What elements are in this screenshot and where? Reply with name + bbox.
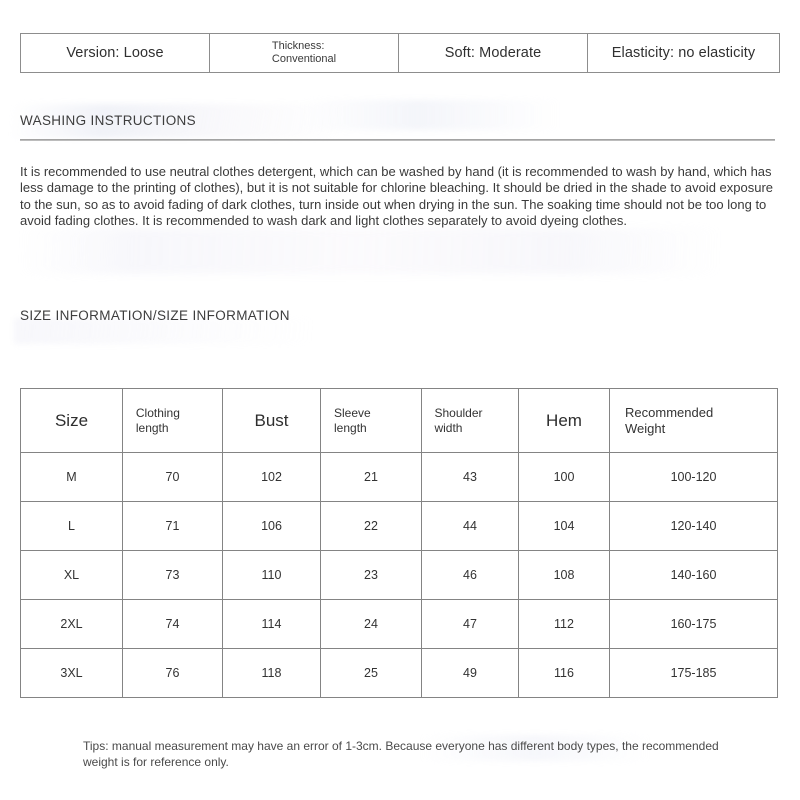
column-header-recommended-weight: Recommended Weight — [609, 388, 778, 453]
column-header-bust-label: Bust — [254, 410, 289, 430]
cell-shoulder-width: 44 — [421, 501, 519, 551]
cell-clothing-length: 70 — [122, 452, 223, 502]
cell-sleeve-length: 25 — [320, 648, 422, 698]
column-header-bust: Bust — [222, 388, 321, 453]
attribute-version-value: Version: Loose — [27, 44, 203, 62]
cell-recommended-weight: 100-120 — [609, 452, 778, 502]
cell-sleeve-length: 22 — [320, 501, 422, 551]
cell-sleeve-length: 21 — [320, 452, 422, 502]
attribute-cell-elasticity: Elasticity: no elasticity — [587, 33, 780, 73]
column-header-size: Size — [20, 388, 123, 453]
column-header-hem: Hem — [518, 388, 610, 453]
size-information-heading: SIZE INFORMATION/SIZE INFORMATION — [20, 308, 290, 323]
column-header-sleeve-length-label: Sleeve length — [334, 406, 371, 435]
cell-size: M — [20, 452, 123, 502]
cell-bust: 114 — [222, 599, 321, 649]
column-header-sleeve-length: Sleeve length — [320, 388, 422, 453]
attributes-row: Version: Loose Thickness: Conventional S… — [20, 33, 780, 73]
cell-hem: 108 — [518, 550, 610, 600]
column-header-clothing-length-label: Clothing length — [135, 406, 180, 435]
attribute-cell-soft: Soft: Moderate — [398, 33, 588, 73]
cell-sleeve-length: 23 — [320, 550, 422, 600]
cell-size: L — [20, 501, 123, 551]
cell-hem: 112 — [518, 599, 610, 649]
size-information-table: Size Clothing length Bust Sleeve length … — [20, 388, 778, 698]
cell-shoulder-width: 46 — [421, 550, 519, 600]
scan-artifact — [300, 100, 560, 130]
cell-shoulder-width: 47 — [421, 599, 519, 649]
cell-hem: 100 — [518, 452, 610, 502]
cell-size: 2XL — [20, 599, 123, 649]
size-table-header-row: Size Clothing length Bust Sleeve length … — [20, 388, 778, 453]
cell-size: XL — [20, 550, 123, 600]
cell-shoulder-width: 43 — [421, 452, 519, 502]
cell-recommended-weight: 140-160 — [609, 550, 778, 600]
cell-clothing-length: 76 — [122, 648, 223, 698]
size-table-body: M 70 102 21 43 100 100-120 L 71 106 22 4… — [20, 452, 778, 698]
washing-instructions-body: It is recommended to use neutral clothes… — [20, 164, 774, 229]
cell-shoulder-width: 49 — [421, 648, 519, 698]
attribute-cell-thickness: Thickness: Conventional — [209, 33, 399, 73]
cell-hem: 104 — [518, 501, 610, 551]
cell-hem: 116 — [518, 648, 610, 698]
cell-bust: 106 — [222, 501, 321, 551]
cell-bust: 102 — [222, 452, 321, 502]
column-header-hem-label: Hem — [546, 410, 582, 430]
column-header-shoulder-width: Shoulder width — [421, 388, 519, 453]
attribute-version-text: Version: Loose — [66, 45, 164, 61]
washing-instructions-heading: WASHING INSTRUCTIONS — [20, 113, 197, 128]
column-header-recommended-weight-label: Recommended Weight — [625, 404, 714, 436]
cell-recommended-weight: 160-175 — [609, 599, 778, 649]
attribute-elasticity-value: Elasticity: no elasticity — [594, 44, 773, 62]
column-header-size-label: Size — [54, 410, 89, 430]
cell-clothing-length: 74 — [122, 599, 223, 649]
attributes-table: Version: Loose Thickness: Conventional S… — [20, 33, 780, 73]
attribute-elasticity-text: Elasticity: no elasticity — [611, 45, 756, 61]
attribute-cell-version: Version: Loose — [20, 33, 210, 73]
table-row: XL 73 110 23 46 108 140-160 — [20, 550, 778, 600]
table-row: L 71 106 22 44 104 120-140 — [20, 501, 778, 551]
attribute-soft-text: Soft: Moderate — [444, 45, 542, 61]
table-row: 2XL 74 114 24 47 112 160-175 — [20, 599, 778, 649]
cell-clothing-length: 71 — [122, 501, 223, 551]
table-row: 3XL 76 118 25 49 116 175-185 — [20, 648, 778, 698]
attribute-thickness-text: Thickness: Conventional — [271, 39, 337, 65]
cell-recommended-weight: 175-185 — [609, 648, 778, 698]
attribute-soft-value: Soft: Moderate — [405, 44, 581, 62]
column-header-shoulder-width-label: Shoulder width — [434, 406, 483, 435]
section-divider — [20, 139, 775, 141]
cell-size: 3XL — [20, 648, 123, 698]
cell-bust: 118 — [222, 648, 321, 698]
cell-recommended-weight: 120-140 — [609, 501, 778, 551]
cell-sleeve-length: 24 — [320, 599, 422, 649]
cell-clothing-length: 73 — [122, 550, 223, 600]
table-row: M 70 102 21 43 100 100-120 — [20, 452, 778, 502]
cell-bust: 110 — [222, 550, 321, 600]
measurement-tips-text: Tips: manual measurement may have an err… — [83, 739, 719, 769]
column-header-clothing-length: Clothing length — [122, 388, 223, 453]
scan-artifact — [20, 228, 720, 274]
attribute-thickness-value: Thickness: Conventional — [216, 40, 392, 67]
